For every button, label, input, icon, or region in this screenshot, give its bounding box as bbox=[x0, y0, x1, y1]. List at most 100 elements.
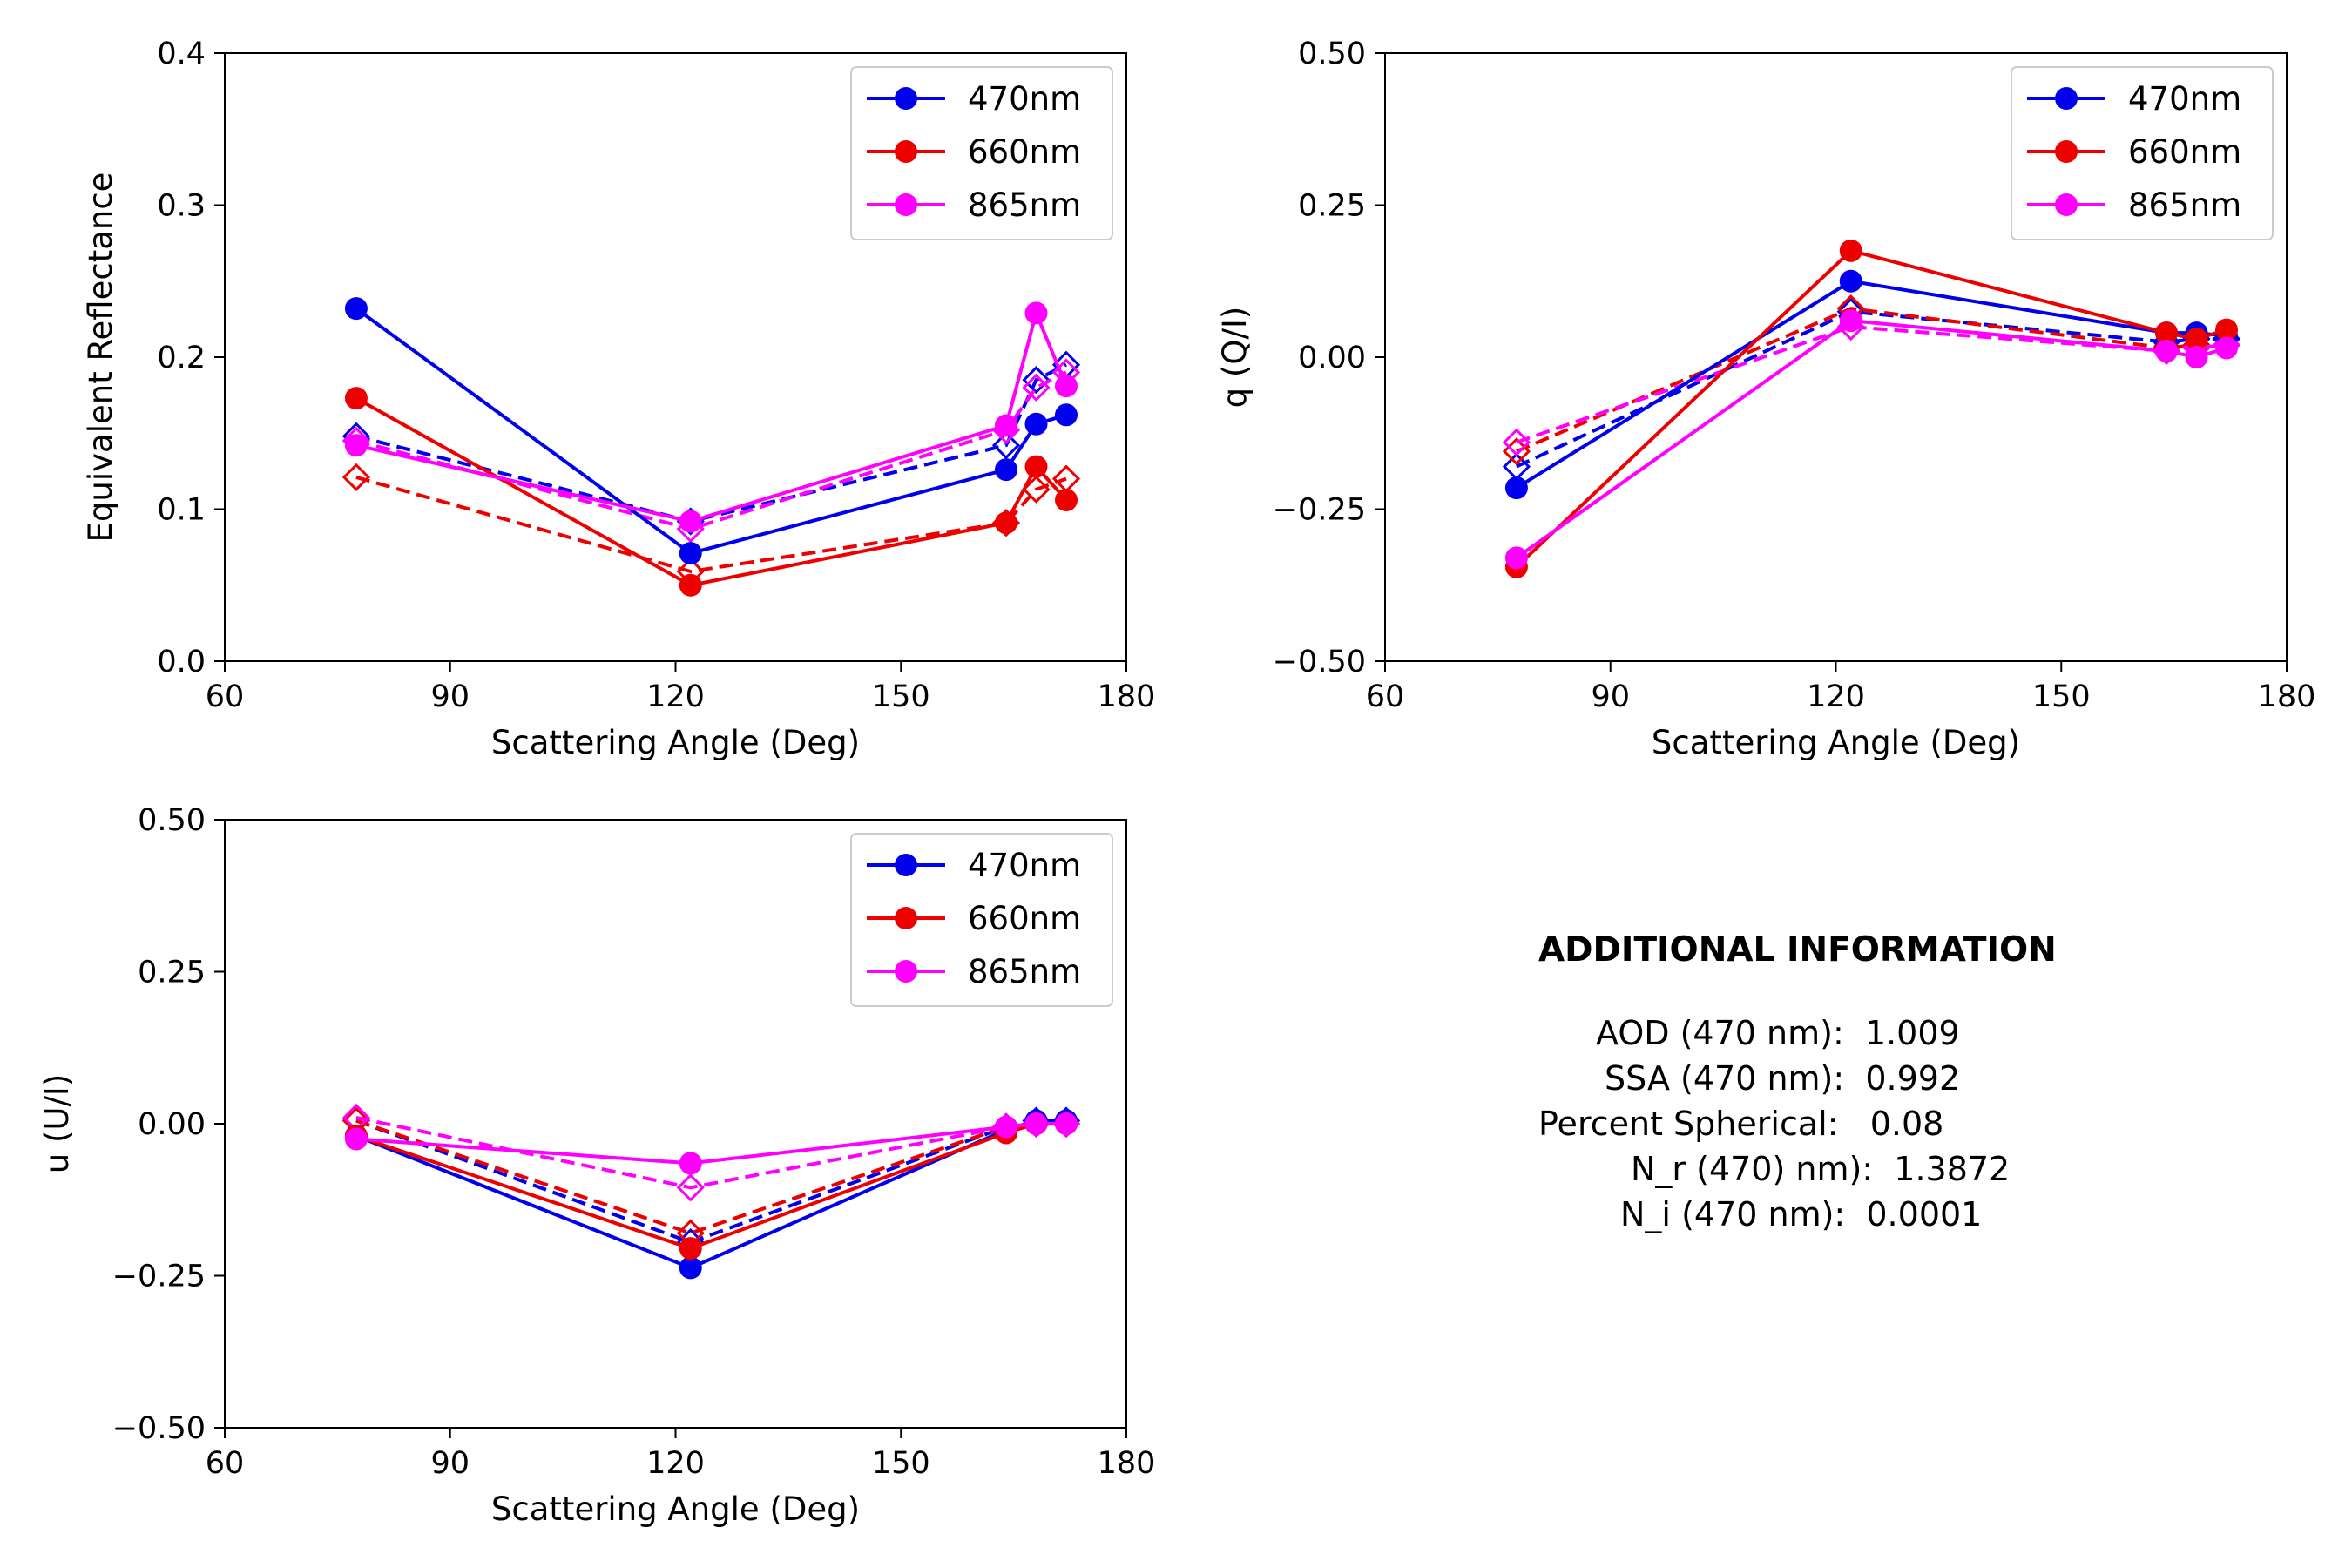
info-percent-spherical: Percent Spherical: 0.08 bbox=[1538, 1105, 1944, 1143]
x-tick-label: 60 bbox=[1366, 679, 1405, 714]
data-point-865nm-measured bbox=[995, 1115, 1017, 1139]
legend-label-470nm: 470nm bbox=[2128, 80, 2241, 118]
data-point-660nm-measured bbox=[995, 511, 1017, 535]
x-tick-label: 150 bbox=[872, 1446, 930, 1481]
data-point-865nm-measured bbox=[1024, 301, 1048, 325]
legend-marker-470nm bbox=[2055, 87, 2078, 110]
legend-marker-470nm bbox=[895, 87, 917, 110]
data-point-470nm-measured bbox=[1024, 412, 1048, 436]
y-tick-label: 0.2 bbox=[157, 341, 206, 375]
legend-label-470nm: 470nm bbox=[968, 80, 1081, 118]
legend-marker-660nm bbox=[895, 907, 917, 929]
data-point-865nm-measured bbox=[1024, 1112, 1048, 1135]
data-point-660nm-measured bbox=[344, 387, 368, 410]
data-point-865nm-measured bbox=[344, 1127, 368, 1151]
legend-box bbox=[850, 833, 1113, 1007]
data-point-470nm-measured bbox=[1055, 403, 1078, 427]
data-point-470nm-measured bbox=[1504, 476, 1528, 500]
data-point-470nm-measured bbox=[679, 542, 702, 565]
data-point-660nm-measured bbox=[2155, 321, 2178, 345]
series-line-660nm-model bbox=[355, 1119, 1066, 1235]
y-tick-label: 0.3 bbox=[157, 189, 206, 224]
data-point-660nm-measured bbox=[2185, 328, 2208, 351]
x-tick-label: 90 bbox=[430, 679, 470, 714]
data-point-865nm-model bbox=[676, 1173, 705, 1202]
data-point-865nm-measured bbox=[679, 510, 702, 533]
x-axis-label: Scattering Angle (Deg) bbox=[491, 724, 860, 761]
data-point-865nm-model bbox=[1022, 373, 1051, 402]
series-line-865nm-measured bbox=[355, 308, 1068, 524]
y-tick-label: −0.50 bbox=[112, 1411, 206, 1446]
x-axis-label: Scattering Angle (Deg) bbox=[1652, 724, 2020, 761]
data-point-470nm-model bbox=[991, 431, 1021, 460]
data-point-660nm-measured bbox=[1024, 455, 1048, 478]
legend-label-660nm: 660nm bbox=[968, 133, 1081, 171]
legend-label-865nm: 865nm bbox=[2128, 186, 2241, 224]
series-line-865nm-measured bbox=[1515, 319, 2227, 559]
info-n-i: N_i (470 nm): 0.0001 bbox=[1620, 1195, 1983, 1233]
data-point-660nm-measured bbox=[1055, 489, 1078, 512]
data-point-470nm-measured bbox=[1839, 269, 1862, 293]
data-point-660nm-model bbox=[341, 463, 371, 491]
legend-label-865nm: 865nm bbox=[968, 953, 1081, 990]
series-line-660nm-measured bbox=[1515, 248, 2227, 569]
y-tick-label: 0.25 bbox=[138, 956, 206, 990]
y-tick-label: 0.25 bbox=[1298, 189, 1366, 224]
data-point-865nm-measured bbox=[1055, 1112, 1078, 1135]
u-panel: 60 90 120 150 180 −0.50 −0.25 0.00 0.25 0.50 Scatt… bbox=[38, 803, 1155, 1528]
legend-marker-865nm bbox=[2055, 193, 2078, 216]
reflectance-panel: 60 90 120 150 180 0.0 0.1 0.2 0.3 0.4 Scattering A… bbox=[82, 37, 1155, 761]
y-tick-label: 0.50 bbox=[138, 803, 206, 838]
info-aod: AOD (470 nm): 1.009 bbox=[1596, 1014, 1960, 1052]
data-point-865nm-measured bbox=[344, 434, 368, 457]
data-point-865nm-measured bbox=[995, 414, 1017, 437]
legend-marker-470nm bbox=[895, 854, 917, 876]
legend-marker-865nm bbox=[895, 960, 917, 983]
x-tick-label: 60 bbox=[206, 679, 245, 714]
data-point-660nm-measured bbox=[679, 573, 702, 597]
series-line-865nm-model bbox=[355, 370, 1067, 531]
y-tick-label: −0.25 bbox=[1273, 493, 1366, 528]
series-line-660nm-model bbox=[355, 475, 1067, 574]
x-tick-label: 180 bbox=[2258, 679, 2316, 714]
y-axis-label: u (U/I) bbox=[38, 1074, 76, 1174]
data-point-865nm-measured bbox=[2215, 336, 2238, 360]
legend-box bbox=[2011, 66, 2274, 240]
series-line-660nm-model bbox=[1516, 307, 2227, 454]
x-tick-label: 180 bbox=[1098, 1446, 1156, 1481]
x-tick-label: 180 bbox=[1098, 679, 1156, 714]
legend-label-865nm: 865nm bbox=[968, 186, 1081, 224]
data-point-470nm-model bbox=[1022, 366, 1051, 395]
y-tick-label: 0.1 bbox=[157, 493, 206, 528]
series-line-660nm-measured bbox=[355, 396, 1068, 587]
series-line-470nm-model bbox=[1516, 309, 2227, 469]
x-tick-label: 120 bbox=[1807, 679, 1865, 714]
legend-marker-660nm bbox=[2055, 140, 2078, 163]
data-point-660nm-measured bbox=[1839, 239, 1862, 262]
data-point-865nm-measured bbox=[1839, 309, 1862, 333]
series-line-865nm-model bbox=[1516, 325, 2227, 444]
x-tick-label: 90 bbox=[1591, 679, 1630, 714]
y-axis-label: q (Q/I) bbox=[1216, 307, 1254, 409]
legend-marker-660nm bbox=[895, 140, 917, 163]
data-point-660nm-measured bbox=[2215, 318, 2238, 341]
y-tick-label: 0.4 bbox=[157, 37, 206, 71]
x-tick-label: 120 bbox=[646, 1446, 705, 1481]
legend-label-660nm: 660nm bbox=[968, 900, 1081, 937]
data-point-865nm-measured bbox=[2155, 340, 2178, 363]
x-axis-label: Scattering Angle (Deg) bbox=[491, 1490, 860, 1528]
y-tick-label: 0.50 bbox=[1298, 37, 1366, 71]
legend-label-470nm: 470nm bbox=[968, 847, 1081, 884]
y-tick-label: −0.50 bbox=[1273, 645, 1366, 679]
info-ssa: SSA (470 nm): 0.992 bbox=[1605, 1059, 1961, 1098]
info-n-r: N_r (470) nm): 1.3872 bbox=[1631, 1150, 2011, 1188]
data-point-865nm-measured bbox=[679, 1152, 702, 1175]
data-point-660nm-measured bbox=[679, 1237, 702, 1260]
x-tick-label: 90 bbox=[430, 1446, 470, 1481]
legend-box bbox=[850, 66, 1113, 240]
x-tick-label: 120 bbox=[646, 679, 705, 714]
q-panel: 60 90 120 150 180 −0.50 −0.25 0.00 0.25 0.50 Scatt… bbox=[1216, 37, 2315, 761]
y-axis-label: Equivalent Reflectance bbox=[82, 172, 119, 543]
y-tick-label: −0.25 bbox=[112, 1260, 206, 1294]
